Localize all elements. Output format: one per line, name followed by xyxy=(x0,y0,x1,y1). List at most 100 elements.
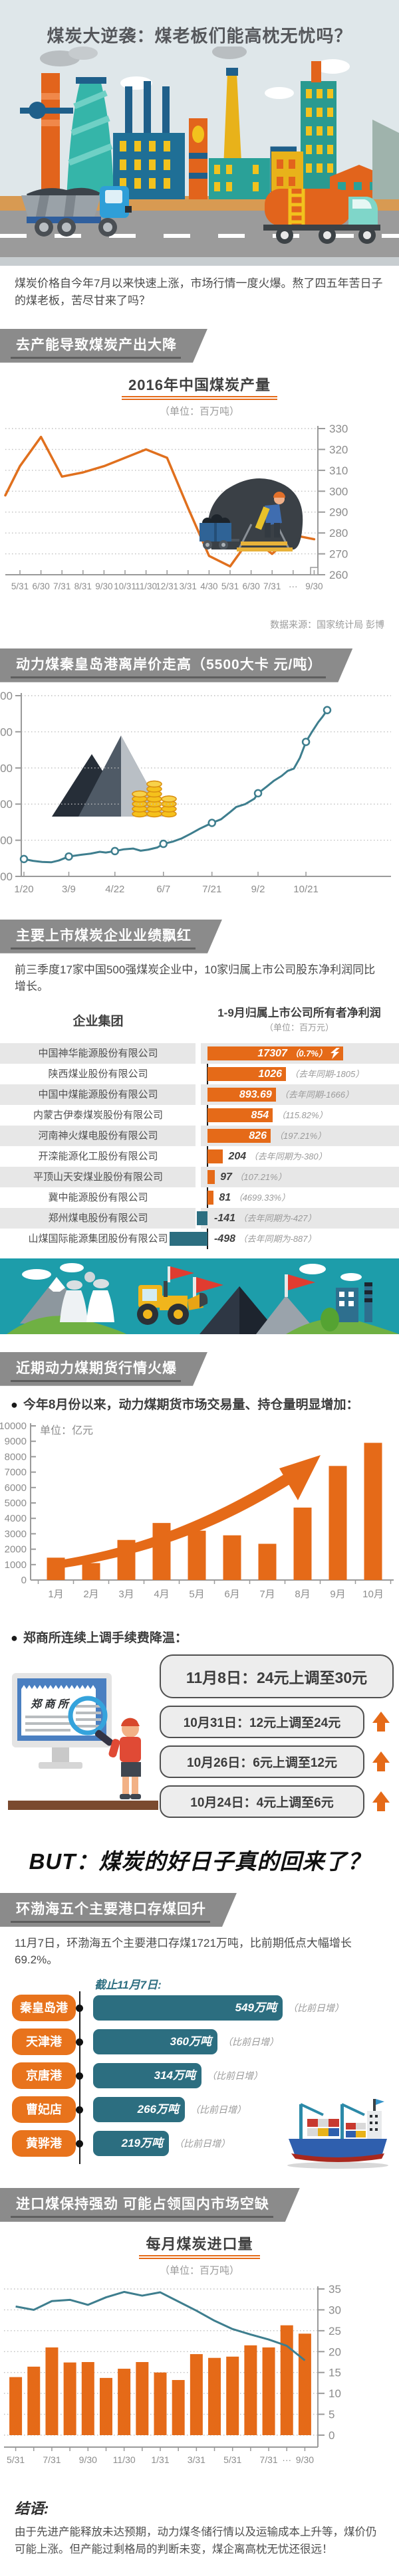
svg-text:5000: 5000 xyxy=(5,1498,27,1509)
company-name: 陕西煤业股份有限公司 xyxy=(48,1068,148,1080)
person-icon xyxy=(108,1718,141,1799)
bullet-icon: ● xyxy=(11,1397,18,1411)
zero-axis-line xyxy=(207,1042,208,1249)
profit-note: （115.82%） xyxy=(277,1110,328,1120)
svg-text:4月: 4月 xyxy=(154,1589,169,1600)
road-center-line xyxy=(0,234,399,238)
svg-text:25: 25 xyxy=(329,2325,341,2337)
conclusion: 结语: 由于先进产能释放未达预期，动力煤冬储行情以及运输成本上升等，煤价仍可能上… xyxy=(0,2486,399,2576)
fee-hike-item: 11月8日：24元上调至30元 xyxy=(160,1654,394,1698)
svg-text:1000: 1000 xyxy=(5,1559,27,1571)
company-name: 河南神火煤电股份有限公司 xyxy=(38,1130,158,1141)
svg-text:3/31: 3/31 xyxy=(188,2454,205,2465)
port-stock-bar: 360万吨 xyxy=(93,2029,217,2054)
futures-bullet-2: ● 郑商所连续上调手续费降温： xyxy=(0,1630,399,1648)
svg-text:12/31: 12/31 xyxy=(156,581,178,591)
page-title: 煤炭大逆袭：煤老板们能高枕无忧吗？ xyxy=(47,26,352,46)
profit-bar xyxy=(207,1169,215,1184)
coal-cart-icon xyxy=(200,514,239,549)
svg-text:7/31: 7/31 xyxy=(263,581,281,591)
profit-bar: 826 xyxy=(207,1128,271,1143)
port-stock-row: 秦皇岛港 549万吨 （比前日增） xyxy=(0,1994,399,2022)
fee-hike-label: 10月26日：6元上调至12元 xyxy=(187,1755,337,1770)
col-header-company: 企业集团 xyxy=(72,1014,124,1029)
but-heading: BUT：煤炭的好日子真的回来了？ xyxy=(29,1848,370,1874)
road-edge xyxy=(0,257,399,266)
fee-hike-label: 10月24日：4元上调至6元 xyxy=(190,1795,334,1810)
svg-text:330: 330 xyxy=(329,423,348,435)
port-name-badge: 京唐港 xyxy=(12,2062,76,2089)
port-name-badge: 黄骅港 xyxy=(12,2130,76,2157)
profit-bar: 17307 （0.7%） xyxy=(207,1046,343,1060)
table-row: 内蒙古伊泰煤炭股份有限公司 854 （115.82%） xyxy=(0,1104,399,1126)
svg-text:500: 500 xyxy=(0,798,13,811)
section-header-qhd-price: 动力煤秦皇岛港离岸价走高（5500大卡 元/吨） xyxy=(0,648,352,682)
svg-text:7/21: 7/21 xyxy=(202,884,221,895)
table-row: 中国神华能源股份有限公司 17307 （0.7%） xyxy=(0,1042,399,1064)
mining-scene-illustration xyxy=(0,1258,399,1334)
up-arrow-icon xyxy=(372,1791,390,1812)
chart-unit-label: （单位：百万吨） xyxy=(159,405,239,417)
svg-text:3月: 3月 xyxy=(118,1589,134,1600)
svg-text:35: 35 xyxy=(329,2283,341,2296)
svg-text:30: 30 xyxy=(329,2304,341,2316)
futures-bar-chart: 1000090008000700060005000400030002000100… xyxy=(0,1421,394,1600)
svg-text:10: 10 xyxy=(329,2387,341,2400)
svg-text:6/30: 6/30 xyxy=(242,581,259,591)
axis-dot xyxy=(76,2038,83,2046)
svg-text:7000: 7000 xyxy=(5,1467,27,1478)
svg-text:5月: 5月 xyxy=(189,1589,204,1600)
svg-text:700: 700 xyxy=(0,726,13,738)
svg-text:4/22: 4/22 xyxy=(105,884,124,895)
svg-text:2月: 2月 xyxy=(83,1589,98,1600)
company-name: 郑州煤电股份有限公司 xyxy=(48,1212,148,1224)
svg-text:2000: 2000 xyxy=(5,1544,27,1555)
port-stock-bar: 266万吨 xyxy=(93,2096,185,2122)
section-header-capacity-cut: 去产能导致煤炭产出大降 xyxy=(0,329,207,363)
trend-up-arrow-icon xyxy=(60,1455,321,1569)
svg-text:10000: 10000 xyxy=(0,1421,27,1432)
profit-value: -498 （去年同期为-887） xyxy=(214,1233,317,1244)
col-header-profit: 1-9月归属上市公司所有者净利润 xyxy=(217,1006,381,1019)
profit-bar: 1026 xyxy=(207,1066,286,1081)
svg-text:3000: 3000 xyxy=(5,1529,27,1540)
cargo-ship-icon xyxy=(287,2098,388,2169)
svg-text:1/20: 1/20 xyxy=(14,884,33,895)
svg-text:9/30: 9/30 xyxy=(95,581,112,591)
title-underline xyxy=(122,395,277,397)
chart-title-coal-output: 2016年中国煤炭产量 xyxy=(128,376,271,393)
table-row: 开滦能源化工股份有限公司 204 （去年同期为-380） xyxy=(0,1145,399,1167)
port-stock-note: （比前日增） xyxy=(174,2137,230,2149)
futures-bullet-1: ● 今年8月份以来，动力煤期货市场交易量、持仓量明显增加： xyxy=(0,1397,399,1415)
port-stock-note: （比前日增） xyxy=(288,2002,344,2013)
profit-value: -141 （去年同期为-427） xyxy=(214,1212,317,1224)
svg-text:6月: 6月 xyxy=(224,1589,239,1600)
profit-value: 17307 （0.7%） xyxy=(257,1047,327,1059)
imports-combo-chart: 0 5 10 15 20 25 30 35 5/31 7/31 9/30 11/30 1/31 3/31 5… xyxy=(4,2283,341,2465)
svg-text:9000: 9000 xyxy=(5,1436,27,1447)
svg-text:320: 320 xyxy=(329,443,348,456)
svg-text:5/31: 5/31 xyxy=(221,581,239,591)
svg-text:3/9: 3/9 xyxy=(62,884,76,895)
port-stock-row: 曹妃店 266万吨 （比前日增） xyxy=(0,2096,399,2124)
intro-text: 煤炭价格自今年7月以来快速上涨，市场行情一度火爆。熬了四五年苦日子的煤老板，苦尽… xyxy=(15,277,383,308)
profit-bar xyxy=(207,1149,223,1163)
svg-text:6000: 6000 xyxy=(5,1482,27,1494)
svg-text:0: 0 xyxy=(21,1575,27,1586)
profit-value: 81 （4699.33%） xyxy=(219,1191,291,1203)
profit-bar xyxy=(196,1211,207,1225)
port-name-badge: 秦皇岛港 xyxy=(12,1994,76,2021)
qhd-price-line-chart: 300 400 500 600 700 800 1/20 3/9 4/22 6/7 7/21 9/2 1… xyxy=(0,690,391,895)
profit-bar: 893.69 xyxy=(207,1087,276,1102)
svg-text:6/7: 6/7 xyxy=(156,884,170,895)
profit-bar: 854 xyxy=(207,1108,273,1122)
profit-value: 97 （107.21%） xyxy=(220,1171,287,1183)
port-name-badge: 曹妃店 xyxy=(12,2096,76,2123)
table-row: 冀中能源股份有限公司 81 （4699.33%） xyxy=(0,1187,399,1208)
svg-text:6/30: 6/30 xyxy=(32,581,49,591)
coal-piles-coins-illustration xyxy=(52,735,177,817)
section-header-port-stocks: 环渤海五个主要港口存煤回升 xyxy=(0,1893,237,1927)
chart-unit-label: （单位：百万吨） xyxy=(159,2264,239,2276)
svg-text:9/30: 9/30 xyxy=(79,2454,97,2465)
